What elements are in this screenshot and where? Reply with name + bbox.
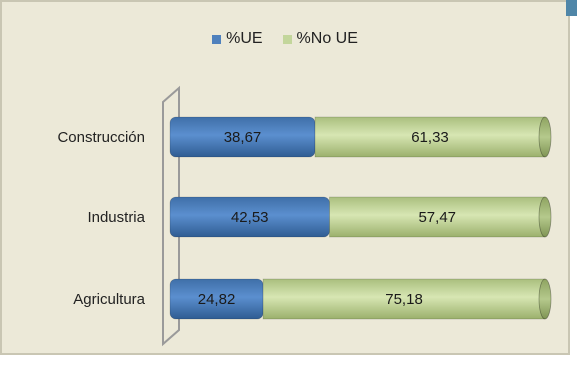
legend-item-ue: %UE xyxy=(212,30,263,48)
bar-end-cap xyxy=(538,196,552,238)
bar-no-ue xyxy=(262,278,546,320)
legend-swatch-no-ue xyxy=(282,34,292,44)
legend-item-no-ue: %No UE xyxy=(282,30,358,48)
bar-no-ue xyxy=(329,196,546,238)
data-label: 24,82 xyxy=(198,291,236,308)
category-label: Industria xyxy=(87,209,145,226)
data-label: 57,47 xyxy=(418,209,456,226)
category-label: Agricultura xyxy=(73,291,145,308)
legend-swatch-ue xyxy=(212,34,222,44)
corner-accent xyxy=(566,0,577,16)
category-label: Construcción xyxy=(57,129,145,146)
data-label: 42,53 xyxy=(231,209,269,226)
bar-end-cap xyxy=(538,116,552,158)
bar-end-cap xyxy=(538,278,552,320)
legend-label-ue: %UE xyxy=(226,30,263,47)
bar-no-ue xyxy=(314,116,546,158)
data-label: 61,33 xyxy=(411,129,449,146)
axis-wall xyxy=(162,85,180,347)
legend: %UE %No UE xyxy=(0,30,570,48)
legend-label-no-ue: %No UE xyxy=(296,30,358,47)
data-label: 75,18 xyxy=(385,291,423,308)
data-label: 38,67 xyxy=(224,129,262,146)
